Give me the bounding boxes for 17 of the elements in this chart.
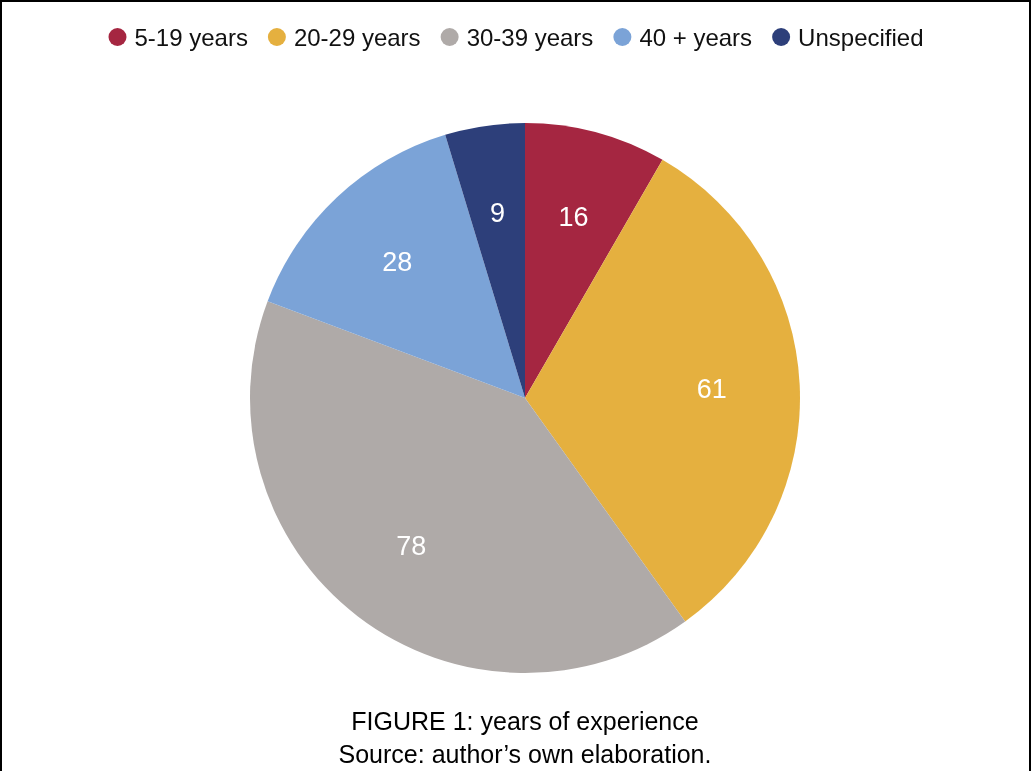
text: FIGURE 1: years of experience [351,707,699,735]
pie-slice [267,134,525,398]
legend-label: Unspecified [798,23,924,51]
source-note: Source: author’s own elaboration. [338,740,712,768]
legend-label: 5-19 years [134,23,248,51]
legend-label: 30-39 years [466,23,594,51]
data-label: 61 [696,373,727,404]
data-label: 16 [558,202,589,233]
data-label: 78 [396,531,427,562]
data-label: 9 [490,198,506,229]
pie-slice [445,123,525,398]
legend-label: 20-29 years [293,23,421,51]
legend-label: 40 + years [639,23,753,51]
data-label: 28 [382,246,413,277]
pie-slice [250,301,686,673]
pie-slice [525,159,800,622]
pie-slice [525,123,663,398]
